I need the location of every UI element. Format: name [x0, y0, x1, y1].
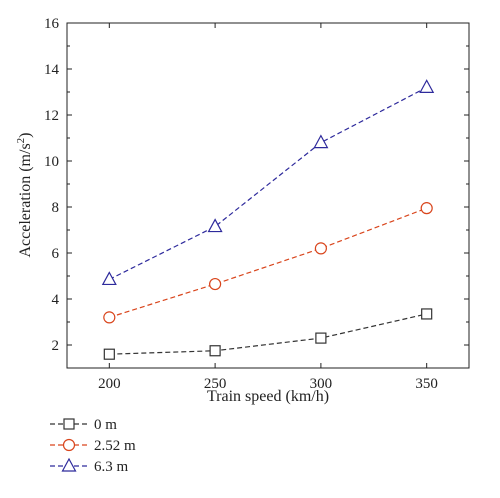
- data-point: [103, 311, 116, 324]
- y-axis-label-main: Acceleration (m/s: [17, 143, 34, 257]
- x-tick-label: 300: [310, 376, 333, 392]
- x-tick-label: 250: [204, 376, 227, 392]
- y-axis-label: Acceleration (m/s2): [15, 133, 34, 258]
- x-tick-label: 200: [98, 376, 121, 392]
- legend-item: 2.52 m: [50, 438, 136, 454]
- legend-label: 0 m: [94, 417, 117, 433]
- series-layer: [101, 79, 435, 360]
- series-line: [109, 313, 427, 355]
- legend-marker: [61, 457, 77, 472]
- x-axis-label: Train speed (km/h): [207, 388, 329, 405]
- y-tick-label: 8: [52, 200, 60, 216]
- y-axis: 2 4 6 8 10 12 14 16: [44, 16, 469, 354]
- x-tick-label: 350: [415, 376, 438, 392]
- data-point: [313, 134, 329, 149]
- data-point: [420, 202, 433, 215]
- series-square: [103, 308, 433, 360]
- data-point: [419, 79, 435, 94]
- legend-marker: [63, 418, 75, 430]
- series-line: [109, 207, 427, 318]
- legend-marker: [62, 438, 76, 452]
- data-point: [103, 348, 115, 360]
- y-tick-label: 4: [52, 292, 60, 308]
- data-point: [421, 308, 433, 320]
- series-triangle: [101, 79, 435, 286]
- y-tick-label: 12: [44, 108, 59, 124]
- data-point: [315, 332, 327, 344]
- legend: 0 m 2.52 m 6.3 m: [50, 417, 136, 475]
- series-circle: [103, 202, 433, 324]
- data-point: [207, 218, 223, 233]
- data-point: [209, 345, 221, 357]
- y-axis-label-sup: 2: [15, 138, 27, 144]
- legend-item: 6.3 m: [50, 457, 129, 475]
- legend-item: 0 m: [50, 417, 117, 433]
- legend-label: 2.52 m: [94, 438, 136, 454]
- data-point: [101, 271, 117, 286]
- y-tick-label: 16: [44, 16, 60, 32]
- series-line: [109, 86, 427, 280]
- x-axis: 200 250 300 350: [98, 23, 438, 392]
- y-tick-label: 2: [52, 338, 60, 354]
- y-tick-label: 6: [52, 246, 60, 262]
- plot-frame: [66, 22, 470, 369]
- data-point: [209, 277, 222, 291]
- y-tick-label: 10: [44, 154, 59, 170]
- data-point: [314, 242, 327, 255]
- y-axis-label-close: ): [17, 133, 34, 138]
- legend-label: 6.3 m: [94, 459, 129, 475]
- y-tick-label: 14: [44, 62, 60, 78]
